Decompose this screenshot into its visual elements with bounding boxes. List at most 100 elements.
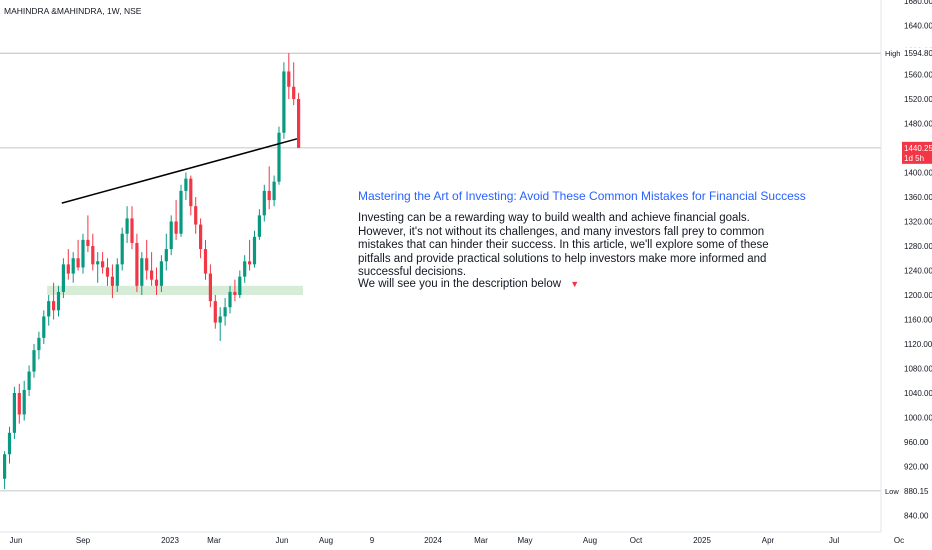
- candle-body: [91, 246, 95, 265]
- candle: [7, 426, 12, 464]
- price-tick-label: 1360.00: [904, 193, 932, 202]
- candle-body: [56, 291, 61, 311]
- candle: [42, 310, 46, 344]
- price-tick-label: 1400.00: [904, 169, 932, 178]
- candle-body: [105, 267, 110, 277]
- candle: [272, 175, 276, 207]
- price-lines: [0, 52, 881, 492]
- price-tick-label: 1520.00: [904, 95, 932, 104]
- candles: [3, 53, 301, 490]
- candle-body: [61, 264, 65, 292]
- price-tick-label: 920.00: [904, 463, 929, 472]
- annotation-cta: We will see you in the description below…: [358, 278, 579, 290]
- candle: [282, 62, 286, 139]
- candle: [277, 126, 281, 185]
- candle-body: [282, 71, 286, 133]
- candle: [52, 282, 56, 320]
- candle-body: [297, 99, 301, 148]
- candle-body: [164, 249, 168, 262]
- candle: [56, 285, 61, 317]
- candle-body: [86, 239, 90, 246]
- price-axis[interactable]: 1680.001640.001600.001560.001520.001480.…: [880, 0, 932, 532]
- symbol-title: MAHINDRA &MAHINDRA, 1W, NSE: [4, 6, 142, 16]
- candle-body: [140, 258, 144, 286]
- candle: [213, 295, 217, 329]
- candle-body: [37, 337, 41, 351]
- candle-body: [272, 181, 276, 201]
- candle-body: [267, 190, 271, 201]
- price-tick-label: 1080.00: [904, 365, 932, 374]
- candle: [125, 206, 129, 243]
- trendline: [61, 138, 298, 204]
- candle: [252, 230, 257, 268]
- candle-body: [223, 307, 227, 317]
- price-tick-label: 1560.00: [904, 71, 932, 80]
- candle: [120, 227, 124, 271]
- candle: [12, 386, 16, 439]
- candle-body: [257, 215, 261, 237]
- candle: [292, 62, 296, 106]
- candle-body: [159, 261, 163, 286]
- candle-body: [154, 279, 159, 286]
- candle-body: [66, 264, 70, 274]
- candle: [203, 239, 208, 280]
- candle-body: [243, 261, 247, 277]
- candle-body: [174, 221, 178, 234]
- candle: [86, 215, 90, 253]
- candle: [243, 255, 247, 283]
- price-tick-label: 1680.00: [904, 0, 932, 6]
- candle: [66, 249, 70, 280]
- price-tick-label: 1040.00: [904, 389, 932, 398]
- candle: [154, 267, 159, 295]
- low-price-label-value: 880.15: [904, 487, 929, 496]
- high-price-label-bg: [882, 47, 932, 60]
- candle: [257, 209, 261, 240]
- candle-body: [179, 190, 183, 234]
- candle: [267, 166, 271, 210]
- time-tick-label: Apr: [762, 536, 775, 545]
- annotation-title: Mastering the Art of Investing: Avoid Th…: [358, 189, 806, 203]
- candle-body: [203, 249, 208, 274]
- candle-body: [27, 371, 31, 390]
- candle: [101, 252, 105, 274]
- candle: [81, 233, 85, 274]
- candle: [150, 252, 154, 286]
- last-price-value: 1440.25: [904, 144, 932, 153]
- time-tick-label: 2024: [424, 536, 442, 545]
- candle-body: [120, 233, 124, 265]
- candle: [199, 218, 203, 259]
- down-arrow-icon: ▼: [570, 279, 580, 289]
- candle: [248, 239, 252, 271]
- annotation-cta-text: We will see you in the description below: [358, 278, 562, 290]
- candle-body: [115, 264, 119, 286]
- candle: [287, 53, 291, 99]
- candle-body: [194, 206, 198, 225]
- time-axis[interactable]: Jun Sep 2023 Mar Jun Aug 9 2024 Mar May Aug Oct 2025…: [0, 531, 904, 545]
- candle-body: [292, 86, 296, 99]
- price-tick-label: 1120.00: [904, 340, 932, 349]
- candle-body: [184, 178, 188, 191]
- candle-body: [47, 301, 51, 317]
- low-price-label-tag: Low: [885, 487, 899, 496]
- time-tick-label: Aug: [319, 536, 333, 545]
- candle-body: [233, 291, 237, 295]
- candle: [159, 255, 163, 292]
- candle: [297, 92, 301, 148]
- candle: [208, 264, 212, 308]
- price-tick-label: 960.00: [904, 438, 929, 447]
- candle: [76, 239, 80, 271]
- price-tick-label: 1640.00: [904, 22, 932, 31]
- candle-body: [252, 236, 257, 265]
- time-tick-label: Mar: [207, 536, 221, 545]
- candle-body: [101, 261, 105, 268]
- price-tick-label: 1240.00: [904, 267, 932, 276]
- candle: [179, 184, 183, 237]
- annotation-body: Investing can be a rewarding way to buil…: [358, 212, 769, 278]
- candle-body: [248, 261, 252, 265]
- price-tick-label: 1200.00: [904, 291, 932, 300]
- candle: [47, 295, 51, 326]
- candle: [140, 252, 144, 295]
- candle: [27, 365, 31, 397]
- candle: [169, 215, 173, 256]
